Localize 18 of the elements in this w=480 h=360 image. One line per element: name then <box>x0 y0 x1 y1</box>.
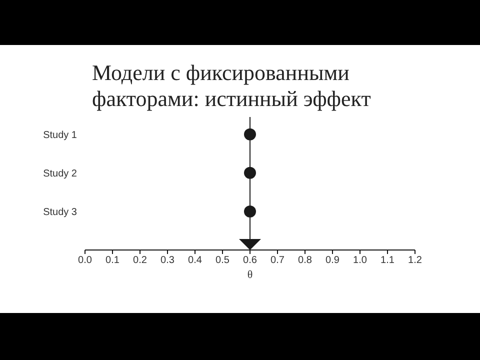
x-tick-label: 1.2 <box>408 255 422 266</box>
x-tick-label: 0.9 <box>326 255 340 266</box>
x-tick-label: 0.5 <box>216 255 230 266</box>
x-tick-label: 0.8 <box>298 255 312 266</box>
x-tick-label: 1.0 <box>353 255 368 266</box>
x-tick-label: 0.1 <box>106 255 120 266</box>
x-tick-label: 0.2 <box>133 255 148 266</box>
x-tick-label: 0.3 <box>160 255 175 266</box>
x-axis-title: θ <box>247 269 253 281</box>
x-tick-label: 0.0 <box>78 255 92 266</box>
x-tick-label: 0.4 <box>188 255 202 266</box>
y-tick-label: Study 1 <box>43 130 78 141</box>
y-tick-label: Study 2 <box>43 168 78 180</box>
chart-title: Модели с фиксированными факторами: истинный эффект <box>92 60 372 112</box>
x-tick-label: 1.1 <box>380 255 395 266</box>
y-tick-label: Study 3 <box>43 207 78 218</box>
x-tick-label: 0.7 <box>270 255 285 266</box>
x-tick-label: 0.6 <box>243 255 258 266</box>
